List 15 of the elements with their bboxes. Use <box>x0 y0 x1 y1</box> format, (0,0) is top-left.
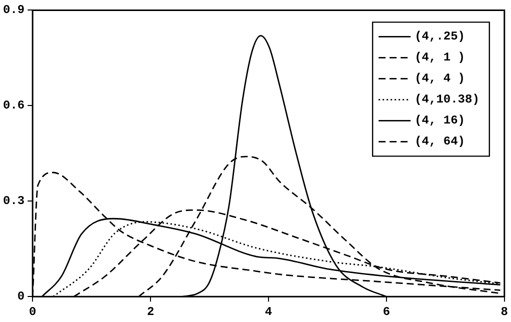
x-tick-label: 6 <box>382 304 390 319</box>
x-tick-label: 0 <box>29 304 36 319</box>
y-tick-label: 0.3 <box>2 194 25 208</box>
legend-label: (4, 4 ) <box>414 72 466 86</box>
x-tick-label: 4 <box>264 304 272 319</box>
legend-label: (4,.25) <box>414 30 466 44</box>
y-tick-label: 0.9 <box>2 3 25 18</box>
x-tick-label: 8 <box>500 304 508 319</box>
x-tick-label: 2 <box>146 304 154 319</box>
legend-label: (4, 1 ) <box>414 50 466 65</box>
y-tick-label: 0.6 <box>2 98 25 113</box>
legend-label: (4, 16) <box>414 114 466 128</box>
y-tick-label: 0 <box>17 290 25 304</box>
legend-label: (4,10.38) <box>414 92 480 107</box>
legend-label: (4, 64) <box>414 134 466 149</box>
